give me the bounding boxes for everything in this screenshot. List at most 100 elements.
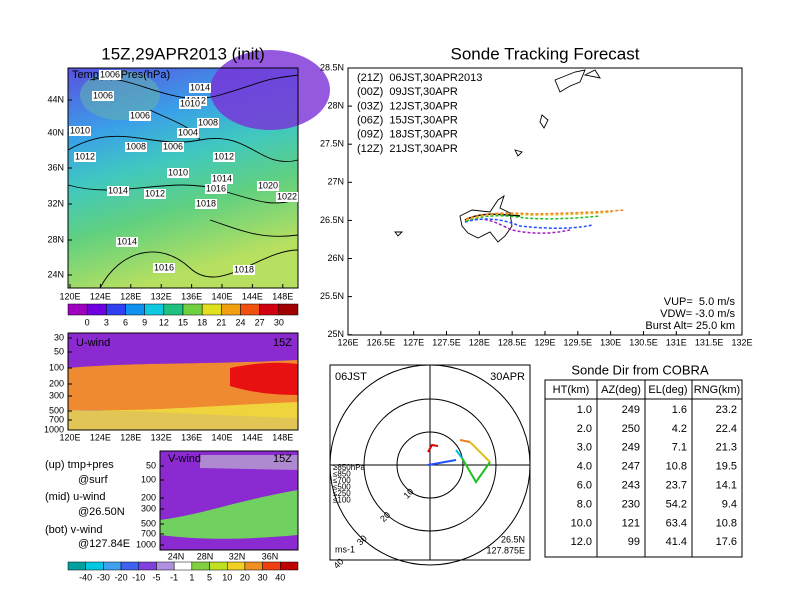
contour-label-bg bbox=[205, 184, 227, 194]
track-title: Sonde Tracking Forecast bbox=[451, 44, 640, 63]
y-tick-label: 200 bbox=[141, 492, 156, 502]
x-tick-label: 140E bbox=[211, 291, 232, 301]
colorbar-swatch bbox=[163, 303, 184, 316]
colorbar-label: 9 bbox=[142, 317, 147, 327]
colorbar-swatch bbox=[120, 561, 140, 571]
colorbar-swatch bbox=[244, 561, 263, 571]
colorbar-swatch bbox=[191, 561, 210, 571]
x-tick-label: 120E bbox=[59, 291, 80, 301]
x-tick-label: 126E bbox=[337, 337, 358, 347]
contour-label: 1012 bbox=[75, 151, 95, 161]
hodo-lon: 127.875E bbox=[486, 545, 525, 555]
colorbar-label: 24 bbox=[235, 317, 245, 327]
note: (bot) v-wind bbox=[45, 524, 102, 536]
contour-label-bg bbox=[189, 83, 211, 93]
colorbar-swatch bbox=[67, 303, 88, 316]
table-cell: 21.3 bbox=[716, 442, 737, 454]
colorbar-label: -20 bbox=[115, 572, 128, 582]
contour-label-bg bbox=[257, 181, 279, 191]
colorbar-label: 40 bbox=[275, 572, 285, 582]
table-header: AZ(deg) bbox=[601, 384, 641, 396]
colorbar-label: 27 bbox=[255, 317, 265, 327]
legend-entry: (09Z) 18JST,30APR bbox=[357, 129, 458, 141]
colorbar-label: 0 bbox=[85, 317, 90, 327]
note: (up) tmp+pres bbox=[45, 459, 114, 471]
level-label: ≤250 bbox=[333, 489, 351, 498]
contour-label: 1014 bbox=[117, 236, 137, 246]
colorbar-label: 21 bbox=[216, 317, 226, 327]
table-cell: 243 bbox=[622, 480, 640, 492]
table-cell: 4.0 bbox=[577, 461, 592, 473]
y-tick-label: 100 bbox=[141, 474, 156, 484]
x-tick-label: 129.5E bbox=[564, 337, 593, 347]
y-tick-label: 500 bbox=[49, 405, 64, 415]
contour-label: 1010 bbox=[168, 167, 188, 177]
param: VUP= 5.0 m/s bbox=[664, 296, 736, 308]
y-tick-label: 100 bbox=[49, 362, 64, 372]
u-wind-core bbox=[230, 362, 298, 395]
x-tick-label: 32N bbox=[229, 551, 246, 561]
y-tick-label: 25N bbox=[327, 329, 344, 339]
contour-label-bg bbox=[116, 237, 138, 247]
x-tick-label: 131.5E bbox=[695, 337, 724, 347]
legend-entry: (06Z) 15JST,30APR bbox=[357, 115, 458, 127]
ring-label: 40 bbox=[331, 556, 345, 570]
x-tick-label: 124E bbox=[90, 291, 111, 301]
y-tick-label: 500 bbox=[141, 518, 156, 528]
legend-entry: (03Z) 12JST,30APR bbox=[357, 100, 458, 112]
contour-label-bg bbox=[144, 189, 166, 199]
colorbar-swatch bbox=[201, 303, 222, 316]
colorbar-label: -40 bbox=[79, 572, 92, 582]
contour-label-bg bbox=[162, 142, 184, 152]
table-cell: 3.0 bbox=[577, 442, 592, 454]
table-cell: 23.7 bbox=[666, 480, 687, 492]
contour-label: 1006 bbox=[93, 90, 113, 100]
table-frame bbox=[544, 379, 743, 558]
y-tick-label: 28N bbox=[47, 234, 64, 244]
level-label: ≥850hPa bbox=[333, 463, 366, 472]
colorbar-swatch bbox=[262, 561, 281, 571]
x-tick-label: 132E bbox=[151, 432, 172, 442]
x-tick-label: 144E bbox=[242, 291, 263, 301]
table-cell: 12.0 bbox=[571, 536, 592, 548]
contour-label-bg bbox=[129, 111, 151, 121]
contour-label: 1008 bbox=[126, 141, 146, 151]
y-tick-label: 40N bbox=[47, 127, 64, 137]
u-wind-low bbox=[68, 402, 298, 430]
u-wind-frame bbox=[67, 332, 299, 431]
x-tick-label: 130.5E bbox=[629, 337, 658, 347]
map-frame bbox=[67, 67, 299, 289]
contour-label-bg bbox=[74, 152, 96, 162]
y-tick-label: 28N bbox=[327, 100, 344, 110]
table-cell: 9.4 bbox=[722, 498, 737, 510]
colorbar-swatch bbox=[259, 303, 280, 316]
y-tick-label: 25.5N bbox=[320, 291, 344, 301]
colorbar-label: 1 bbox=[189, 572, 194, 582]
x-tick-label: 148E bbox=[272, 291, 293, 301]
table-cell: 230 bbox=[622, 498, 640, 510]
contour-label-bg bbox=[107, 186, 129, 196]
warm-area bbox=[80, 70, 160, 120]
v-wind-label: V-wind bbox=[168, 453, 201, 465]
contour-label-bg bbox=[179, 99, 201, 109]
contour-label: 1014 bbox=[190, 82, 210, 92]
colorbar-swatch bbox=[85, 561, 104, 571]
x-tick-label: 128E bbox=[120, 432, 141, 442]
note: @26.50N bbox=[78, 506, 125, 518]
contour-label: 1018 bbox=[234, 264, 254, 274]
table-cell: 23.2 bbox=[716, 404, 737, 416]
colorbar-label: -1 bbox=[170, 572, 178, 582]
contour-label: 1020 bbox=[258, 180, 278, 190]
level-label: ≤850 bbox=[333, 470, 351, 479]
y-tick-label: 300 bbox=[141, 503, 156, 513]
legend-entry: (00Z) 09JST,30APR bbox=[357, 86, 458, 98]
contour-label-bg bbox=[167, 168, 189, 178]
contour-label: 1006 bbox=[100, 69, 120, 79]
table-title: Sonde Dir from COBRA bbox=[571, 362, 709, 377]
contour-label-bg bbox=[276, 192, 298, 202]
table-cell: 17.6 bbox=[716, 536, 737, 548]
colorbar-swatch bbox=[106, 303, 126, 316]
v-wind-upper bbox=[200, 455, 298, 470]
track-frame bbox=[347, 67, 743, 336]
x-tick-label: 128E bbox=[120, 291, 141, 301]
